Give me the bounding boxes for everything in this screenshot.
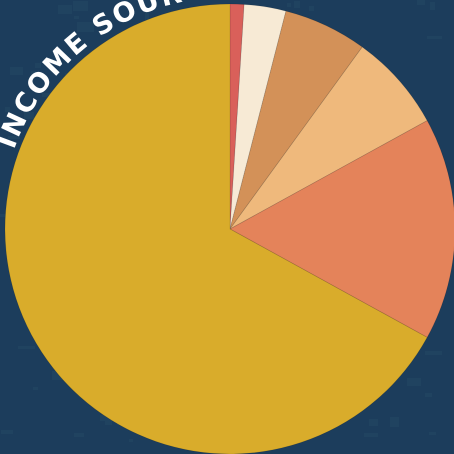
texture-speck [417, 0, 425, 5]
texture-speck [18, 346, 35, 349]
texture-speck [24, 112, 34, 119]
texture-speck [100, 415, 108, 421]
texture-speck [5, 107, 10, 112]
pie-slice-1 [229, 3, 245, 230]
texture-speck [430, 2, 435, 10]
texture-speck [74, 16, 79, 19]
texture-speck [73, 1, 88, 11]
texture-speck [294, 1, 300, 8]
pie-slices [4, 3, 454, 454]
pie-slice-4 [229, 46, 428, 230]
texture-speck [145, 12, 149, 20]
texture-speck [364, 433, 378, 437]
texture-speck [8, 136, 20, 139]
texture-speck [58, 5, 72, 14]
texture-speck [369, 419, 378, 426]
texture-speck [31, 71, 36, 78]
pie-slice-2 [229, 4, 287, 230]
texture-speck [33, 387, 38, 390]
texture-speck [407, 378, 421, 386]
texture-speck [129, 439, 133, 442]
texture-speck [105, 417, 112, 425]
pie-slice-5 [229, 120, 454, 338]
texture-speck [0, 214, 10, 217]
texture-speck [10, 67, 23, 75]
texture-speck [425, 393, 432, 397]
pie-slice-6 [4, 3, 428, 454]
texture-speck [35, 63, 41, 68]
texture-speck [77, 22, 94, 32]
texture-speck [309, 6, 314, 11]
pie-slice-3 [229, 10, 363, 230]
texture-speck [429, 432, 436, 435]
texture-speck [287, 3, 291, 7]
texture-speck [425, 351, 442, 355]
texture-speck [74, 433, 84, 437]
texture-speck [390, 417, 399, 427]
texture-speck [1, 430, 13, 434]
texture-speck [427, 36, 442, 39]
